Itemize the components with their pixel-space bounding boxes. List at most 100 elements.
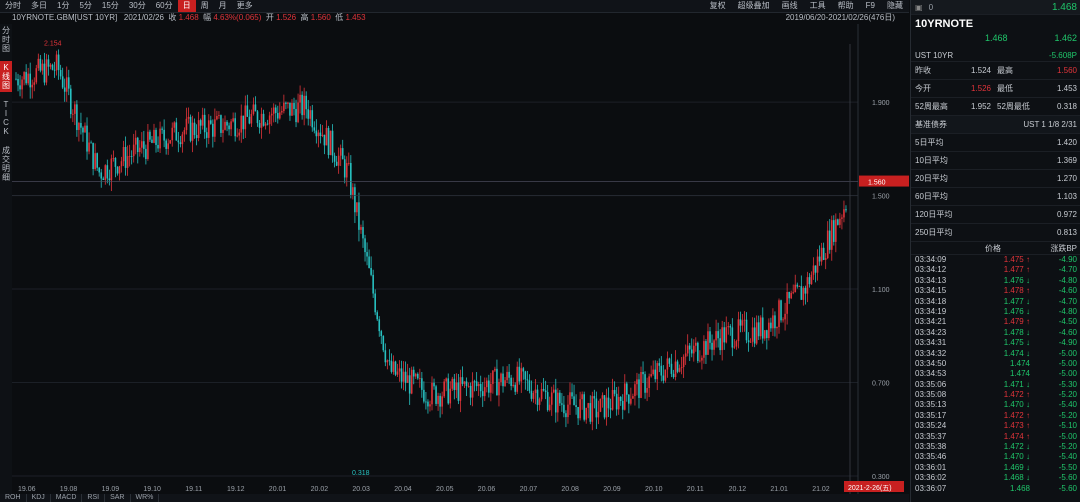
candle-body bbox=[78, 122, 80, 130]
ma-label: 120日平均 bbox=[915, 210, 953, 219]
indicator-tab-3[interactable]: RSI bbox=[82, 494, 106, 502]
timeframe-9[interactable]: 月 bbox=[218, 1, 227, 10]
timeframe-8[interactable]: 周 bbox=[200, 1, 209, 10]
indicator-tab-0[interactable]: ROH bbox=[0, 494, 27, 502]
tick-row: 03:35:06 1.471 ↓ -5.30 bbox=[911, 380, 1080, 390]
chevron-icon[interactable]: ▣ bbox=[915, 2, 923, 12]
date-range[interactable]: 2019/06/20-2021/02/26(476日) bbox=[785, 13, 895, 22]
tick-row: 03:34:50 1.474 -5.00 bbox=[911, 359, 1080, 369]
candle-body bbox=[713, 340, 715, 350]
candle-body bbox=[573, 396, 575, 406]
candle-body bbox=[157, 144, 159, 149]
timeframe-0[interactable]: 分时 bbox=[5, 1, 21, 10]
candle-body bbox=[276, 112, 279, 119]
candle-body bbox=[333, 155, 336, 162]
candle-body bbox=[552, 389, 555, 393]
x-tick-label: 20.04 bbox=[394, 486, 412, 493]
candle-body bbox=[264, 123, 267, 126]
view-tab-0[interactable]: 分 时 图 bbox=[2, 26, 10, 53]
tick-time: 03:36:07 bbox=[915, 483, 947, 493]
tick-row: 03:34:13 1.476 ↓ -4.80 bbox=[911, 276, 1080, 286]
candle-body bbox=[185, 118, 188, 131]
candle-body bbox=[382, 335, 385, 351]
candle-body bbox=[471, 381, 474, 398]
timeframe-5[interactable]: 30分 bbox=[128, 1, 146, 10]
quote-row-value: 1.526 bbox=[970, 84, 991, 93]
candle-body bbox=[435, 386, 437, 404]
candle-body bbox=[814, 265, 817, 273]
candle-body bbox=[739, 319, 742, 326]
timeframe-1[interactable]: 多日 bbox=[31, 1, 47, 10]
candle-body bbox=[595, 398, 598, 418]
tick-time: 03:34:21 bbox=[915, 317, 947, 327]
toolbar-item-4[interactable]: 帮助 bbox=[837, 1, 854, 10]
candle-body bbox=[279, 112, 281, 119]
arrow-up-icon: ↑ bbox=[1026, 390, 1030, 400]
candle-body bbox=[201, 114, 204, 126]
candle-body bbox=[632, 396, 634, 399]
timeframe-7[interactable]: 日 bbox=[177, 0, 196, 12]
view-tab-3[interactable]: 成 交 明 细 bbox=[2, 146, 10, 182]
tick-row: 03:34:19 1.476 ↓ -4.80 bbox=[911, 307, 1080, 317]
candle-body bbox=[67, 77, 70, 89]
arrow-up-icon: ↑ bbox=[1026, 286, 1030, 296]
tick-time: 03:34:23 bbox=[915, 327, 947, 337]
view-tab-1[interactable]: K 线 图 bbox=[0, 61, 12, 92]
tick-change: -4.50 bbox=[1058, 317, 1077, 327]
x-tick-label: 19.11 bbox=[185, 486, 202, 493]
candle-body bbox=[374, 293, 376, 313]
indicator-tab-5[interactable]: WR% bbox=[131, 494, 160, 502]
candle-body bbox=[23, 72, 25, 80]
candle-body bbox=[419, 378, 421, 380]
candle-body bbox=[707, 331, 709, 355]
candle-body bbox=[414, 373, 417, 377]
arrow-down-icon: ↓ bbox=[1026, 275, 1030, 285]
indicator-tab-1[interactable]: KDJ bbox=[27, 494, 51, 502]
candle-body bbox=[500, 373, 502, 383]
indicator-tab-4[interactable]: SAR bbox=[105, 494, 131, 502]
candle-body bbox=[313, 127, 316, 131]
candle-body bbox=[660, 365, 663, 376]
timeframe-4[interactable]: 15分 bbox=[101, 1, 119, 10]
candle-body bbox=[238, 132, 241, 136]
tick-change: -4.70 bbox=[1058, 296, 1077, 306]
candle-body bbox=[173, 122, 176, 128]
high-label: 高 bbox=[300, 13, 309, 22]
candle-body bbox=[49, 64, 52, 67]
candle-body bbox=[768, 322, 770, 339]
toolbar-item-0[interactable]: 复权 bbox=[709, 1, 726, 10]
candlestick-chart[interactable]: 1.900 1.500 1.100 0.700 0.300 19.06 19.08 19.09… bbox=[12, 24, 909, 494]
indicator-tab-2[interactable]: MACD bbox=[51, 494, 83, 502]
tick-time: 03:35:24 bbox=[915, 421, 947, 431]
quote-subname: UST 10YR bbox=[915, 51, 954, 60]
candle-body bbox=[348, 162, 350, 164]
timeframe-6[interactable]: 60分 bbox=[155, 1, 173, 10]
candle-body bbox=[467, 385, 470, 387]
candle-body bbox=[177, 140, 180, 143]
candle-body bbox=[682, 356, 685, 368]
toolbar-item-3[interactable]: 工具 bbox=[809, 1, 826, 10]
candle-body bbox=[782, 319, 784, 321]
timeframe-3[interactable]: 5分 bbox=[79, 1, 92, 10]
candle-body bbox=[479, 383, 482, 392]
toolbar-item-6[interactable]: 隐藏 bbox=[887, 1, 903, 10]
timeframe-2[interactable]: 1分 bbox=[57, 1, 70, 10]
tick-change: -5.20 bbox=[1058, 410, 1077, 420]
quote-row-value: 0.318 bbox=[1056, 102, 1077, 111]
candle-body bbox=[563, 404, 565, 414]
candle-body bbox=[806, 277, 809, 294]
candle-body bbox=[788, 291, 790, 299]
view-tab-2[interactable]: T I C K bbox=[3, 100, 9, 136]
candle-body bbox=[684, 353, 687, 357]
toolbar-item-5[interactable]: F9 bbox=[865, 1, 875, 10]
candle-body bbox=[463, 381, 466, 384]
toolbar-item-1[interactable]: 超级叠加 bbox=[737, 1, 770, 10]
candle-body bbox=[654, 369, 657, 380]
candle-body bbox=[441, 396, 443, 407]
toolbar-item-2[interactable]: 画线 bbox=[781, 1, 798, 10]
candle-body bbox=[425, 401, 427, 403]
quote-row-label: 最低 bbox=[997, 84, 1013, 93]
timeframe-10[interactable]: 更多 bbox=[236, 1, 253, 10]
candle-body bbox=[719, 338, 721, 351]
candle-body bbox=[747, 340, 750, 343]
